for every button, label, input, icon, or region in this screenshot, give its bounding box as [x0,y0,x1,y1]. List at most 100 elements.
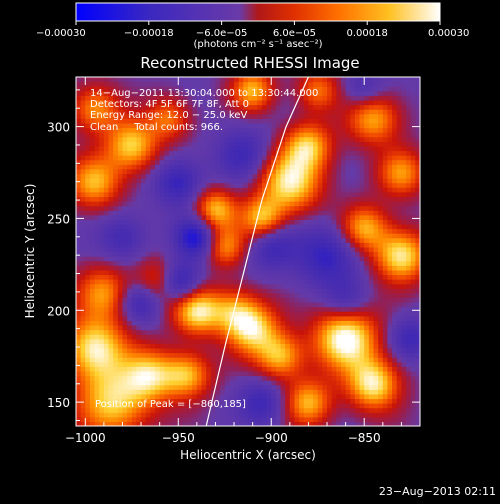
heatmap-cell [220,137,225,142]
heatmap-cell [374,284,379,289]
heatmap-cell [332,128,337,133]
heatmap-cell [118,196,123,201]
heatmap-cell [146,353,151,358]
heatmap-cell [169,274,174,279]
heatmap-cell [141,330,146,335]
heatmap-cell [276,105,281,110]
heatmap-cell [304,297,309,302]
heatmap-cell [355,366,360,371]
heatmap-cell [141,353,146,358]
heatmap-cell [206,215,211,220]
heatmap-cell [132,201,137,206]
heatmap-cell [318,320,323,325]
heatmap-cell [169,371,174,376]
heatmap-cell [332,339,337,344]
heatmap-cell [85,77,90,82]
heatmap-cell [164,265,169,270]
heatmap-cell [225,297,230,302]
heatmap-cell [369,320,374,325]
heatmap-cell [109,169,114,174]
heatmap-cell [192,233,197,238]
heatmap-cell [141,375,146,380]
heatmap-cell [355,256,360,261]
heatmap-cell [183,215,188,220]
heatmap-cell [281,233,286,238]
heatmap-cell [99,325,104,330]
heatmap-cell [169,325,174,330]
heatmap-cell [234,389,239,394]
heatmap-cell [220,380,225,385]
heatmap-cell [369,261,374,266]
heatmap-cell [174,375,179,380]
heatmap-cell [360,105,365,110]
heatmap-cell [132,412,137,417]
heatmap-cell [360,95,365,100]
heatmap-cell [178,146,183,151]
heatmap-cell [276,137,281,142]
heatmap-cell [313,242,318,247]
heatmap-cell [183,169,188,174]
heatmap-cell [220,215,225,220]
heatmap-cell [346,311,351,316]
heatmap-cell [141,256,146,261]
heatmap-cell [76,293,81,298]
heatmap-cell [174,380,179,385]
heatmap-cell [192,348,197,353]
heatmap-cell [336,247,341,252]
heatmap-cell [271,238,276,243]
heatmap-cell [225,229,230,234]
heatmap-cell [355,229,360,234]
heatmap-cell [276,114,281,119]
heatmap-cell [239,316,244,321]
heatmap-cell [327,320,332,325]
heatmap-cell [127,215,132,220]
heatmap-cell [364,132,369,137]
heatmap-cell [281,210,286,215]
heatmap-cell [327,357,332,362]
heatmap-cell [336,293,341,298]
heatmap-cell [174,366,179,371]
heatmap-cell [341,238,346,243]
heatmap-cell [211,366,216,371]
heatmap-cell [132,178,137,183]
heatmap-cell [267,132,272,137]
heatmap-cell [155,371,160,376]
heatmap-cell [243,178,248,183]
heatmap-cell [364,169,369,174]
heatmap-cell [285,192,290,197]
heatmap-cell [346,348,351,353]
heatmap-cell [299,385,304,390]
heatmap-cell [183,155,188,160]
heatmap-cell [99,224,104,229]
heatmap-cell [234,206,239,211]
heatmap-cell [332,371,337,376]
heatmap-cell [322,284,327,289]
heatmap-cell [341,210,346,215]
heatmap-cell [290,348,295,353]
heatmap-cell [341,316,346,321]
heatmap-cell [188,311,193,316]
heatmap-cell [178,307,183,312]
heatmap-cell [178,297,183,302]
heatmap-cell [276,330,281,335]
heatmap-cell [281,339,286,344]
heatmap-cell [206,371,211,376]
heatmap-cell [99,362,104,367]
heatmap-cell [322,183,327,188]
heatmap-cell [81,320,86,325]
heatmap-cell [322,192,327,197]
heatmap-cell [202,238,207,243]
heatmap-cell [327,394,332,399]
heatmap-cell [318,219,323,224]
heatmap-cell [136,302,141,307]
heatmap-cell [304,150,309,155]
heatmap-cell [308,210,313,215]
heatmap-cell [262,169,267,174]
heatmap-cell [308,164,313,169]
heatmap-cell [262,316,267,321]
heatmap-cell [81,224,86,229]
heatmap-cell [150,141,155,146]
heatmap-cell [99,137,104,142]
heatmap-cell [285,150,290,155]
chart-title: Reconstructed RHESSI Image [140,54,359,72]
